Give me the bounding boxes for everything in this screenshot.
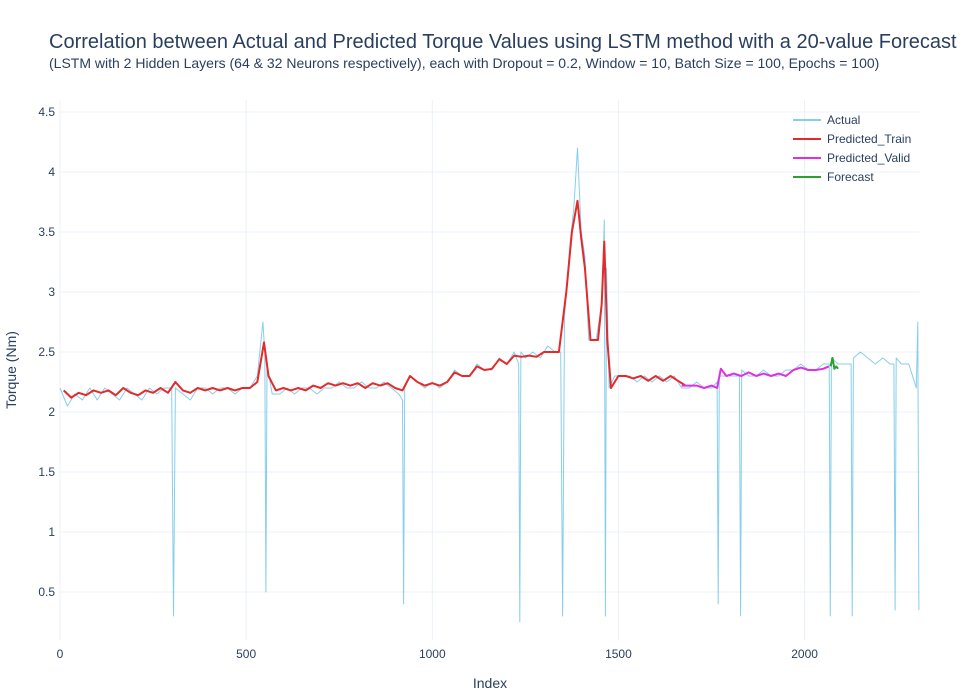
x-tick-labels: 0 500 1000 1500 2000 [57,647,819,661]
series-line-actual [59,147,920,623]
legend-label: Actual [827,113,860,127]
x-tick-label: 500 [236,647,256,661]
legend-item-predicted-valid[interactable]: Predicted_Valid [793,151,910,165]
y-tick-label: 0.5 [38,585,55,599]
legend-label: Predicted_Valid [827,151,910,165]
x-tick-label: 1500 [605,647,632,661]
legend: Actual Predicted_Train Predicted_Valid Fore… [793,113,911,184]
y-tick-label: 2 [48,405,55,419]
y-tick-label: 3.5 [38,225,55,239]
y-tick-label: 4 [48,165,55,179]
y-tick-labels: 0.5 1 1.5 2 2.5 3 3.5 4 4.5 [38,105,55,599]
legend-label: Predicted_Train [827,132,911,146]
y-axis-title: Torque (Nm) [3,331,19,409]
legend-label: Forecast [827,170,874,184]
series-line-forecast [829,357,839,370]
series-lines [59,147,920,623]
x-tick-label: 0 [57,647,64,661]
y-tick-label: 3 [48,285,55,299]
x-tick-label: 2000 [791,647,818,661]
y-tick-label: 2.5 [38,345,55,359]
x-tick-label: 1000 [419,647,446,661]
y-tick-label: 4.5 [38,105,55,119]
legend-item-actual[interactable]: Actual [793,113,860,127]
legend-item-predicted-train[interactable]: Predicted_Train [793,132,911,146]
series-line-predicted-valid [681,365,830,389]
legend-item-forecast[interactable]: Forecast [793,170,874,184]
chart-title: Correlation between Actual and Predicted… [49,31,957,53]
y-tick-label: 1 [48,525,55,539]
y-tick-label: 1.5 [38,465,55,479]
x-axis-title: Index [473,675,507,691]
series-line-predicted-train [63,199,687,399]
chart-subtitle: (LSTM with 2 Hidden Layers (64 & 32 Neur… [49,55,880,71]
gridlines [59,100,920,640]
